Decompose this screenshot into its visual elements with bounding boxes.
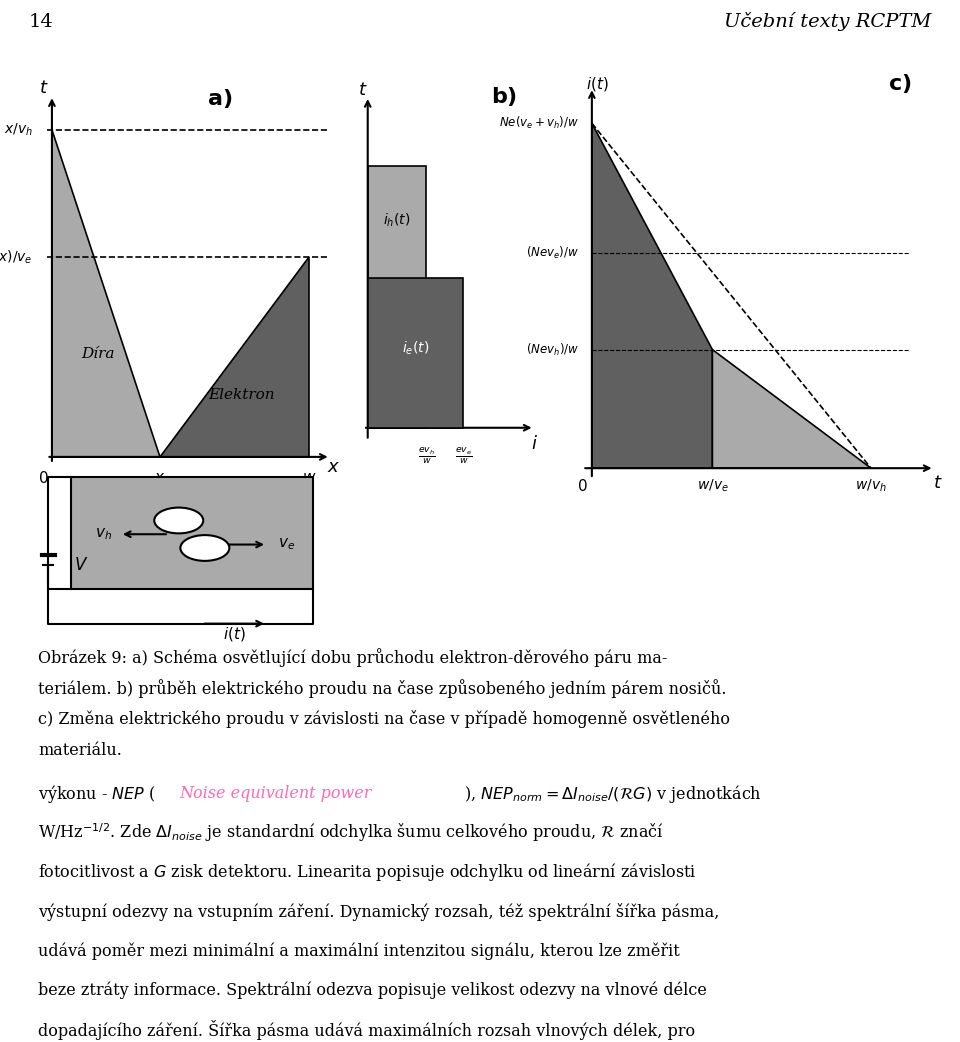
Text: c) Změna elektrického proudu v závislosti na čase v případě homogenně osvětlenéh: c) Změna elektrického proudu v závislost… [38, 711, 731, 728]
Polygon shape [592, 123, 712, 468]
Text: $i_e(t)$: $i_e(t)$ [402, 340, 429, 356]
Text: $Ne(v_e+v_h)/w$: $Ne(v_e+v_h)/w$ [499, 116, 579, 131]
Text: Noise equivalent power: Noise equivalent power [180, 785, 372, 802]
Circle shape [155, 507, 204, 534]
Text: 14: 14 [29, 13, 54, 31]
Text: materiálu.: materiálu. [38, 742, 122, 759]
Text: $x$: $x$ [326, 458, 340, 476]
Text: $\mathbf{b)}$: $\mathbf{b)}$ [491, 84, 516, 107]
Text: beze ztráty informace. Spektrální odezva popisuje velikost odezvy na vlnové délc: beze ztráty informace. Spektrální odezva… [38, 982, 708, 999]
Text: $w/v_e$: $w/v_e$ [697, 478, 729, 494]
Text: $\mathbf{a)}$: $\mathbf{a)}$ [207, 88, 232, 110]
Polygon shape [712, 350, 871, 468]
Text: dopadajícího záření. Šířka pásma udává maximálních rozsah vlnových délek, pro: dopadajícího záření. Šířka pásma udává m… [38, 1019, 696, 1040]
Polygon shape [160, 257, 309, 456]
Text: výkonu - $NEP$ (: výkonu - $NEP$ ( [38, 783, 156, 804]
Text: $i(t)$: $i(t)$ [586, 75, 609, 93]
Polygon shape [52, 130, 160, 456]
Text: $v_h$: $v_h$ [95, 526, 112, 542]
Polygon shape [368, 278, 464, 428]
Text: $w/v_h$: $w/v_h$ [855, 478, 887, 494]
Text: $+$: $+$ [198, 539, 212, 557]
Text: $0$: $0$ [38, 470, 49, 486]
Text: $0$: $0$ [577, 478, 588, 494]
Text: $v_e$: $v_e$ [278, 537, 295, 552]
Text: $V$: $V$ [74, 556, 88, 574]
Text: W/Hz$^{-1/2}$. Zde $\Delta I_{noise}$ je standardní odchylka šumu celkového prou: W/Hz$^{-1/2}$. Zde $\Delta I_{noise}$ je… [38, 821, 664, 844]
Text: Obrázek 9: a) Schéma osvětlující dobu průchodu elektron-děrového páru ma-: Obrázek 9: a) Schéma osvětlující dobu pr… [38, 648, 668, 667]
Text: $-$: $-$ [172, 512, 186, 529]
Text: $i_h(t)$: $i_h(t)$ [383, 212, 411, 229]
Text: $t$: $t$ [39, 79, 49, 98]
Text: $w$: $w$ [301, 471, 316, 485]
Text: $i(t)$: $i(t)$ [223, 625, 246, 643]
Circle shape [180, 536, 229, 561]
Text: $t$: $t$ [933, 473, 943, 492]
Text: $\frac{ev_e}{w}$: $\frac{ev_e}{w}$ [455, 447, 472, 467]
Text: $(Nev_e)/w$: $(Nev_e)/w$ [526, 245, 579, 260]
Text: fotocitlivost a $G$ zisk detektoru. Linearita popisuje odchylku od lineární závi: fotocitlivost a $G$ zisk detektoru. Line… [38, 861, 697, 884]
Text: ), $NEP_{norm} = \Delta I_{noise}/(\mathcal{R}G)$ v jednotkách: ), $NEP_{norm} = \Delta I_{noise}/(\math… [465, 783, 762, 804]
Text: teriálem. b) průběh elektrického proudu na čase způsobeného jedním párem nosičů.: teriálem. b) průběh elektrického proudu … [38, 678, 727, 698]
Text: $x$: $x$ [155, 471, 166, 485]
Text: výstupní odezvy na vstupním záření. Dynamický rozsah, též spektrální šířka pásma: výstupní odezvy na vstupním záření. Dyna… [38, 902, 720, 920]
Text: $\mathbf{c)}$: $\mathbf{c)}$ [888, 72, 911, 95]
Text: $x/v_h$: $x/v_h$ [4, 122, 33, 138]
Polygon shape [71, 477, 313, 590]
Text: Díra: Díra [82, 347, 114, 361]
Text: udává poměr mezi minimální a maximální intenzitou signálu, kterou lze změřit: udává poměr mezi minimální a maximální i… [38, 942, 680, 960]
Text: $t$: $t$ [358, 80, 368, 99]
Text: Učební texty RCPTM: Učební texty RCPTM [724, 13, 931, 31]
Text: $\frac{ev_h}{w}$: $\frac{ev_h}{w}$ [418, 447, 435, 467]
Polygon shape [368, 167, 426, 428]
Text: $(w$-$x)/v_e$: $(w$-$x)/v_e$ [0, 248, 33, 266]
Text: $i$: $i$ [531, 435, 538, 452]
Text: Elektron: Elektron [208, 388, 275, 402]
Text: $(Nev_h)/w$: $(Nev_h)/w$ [526, 342, 579, 357]
